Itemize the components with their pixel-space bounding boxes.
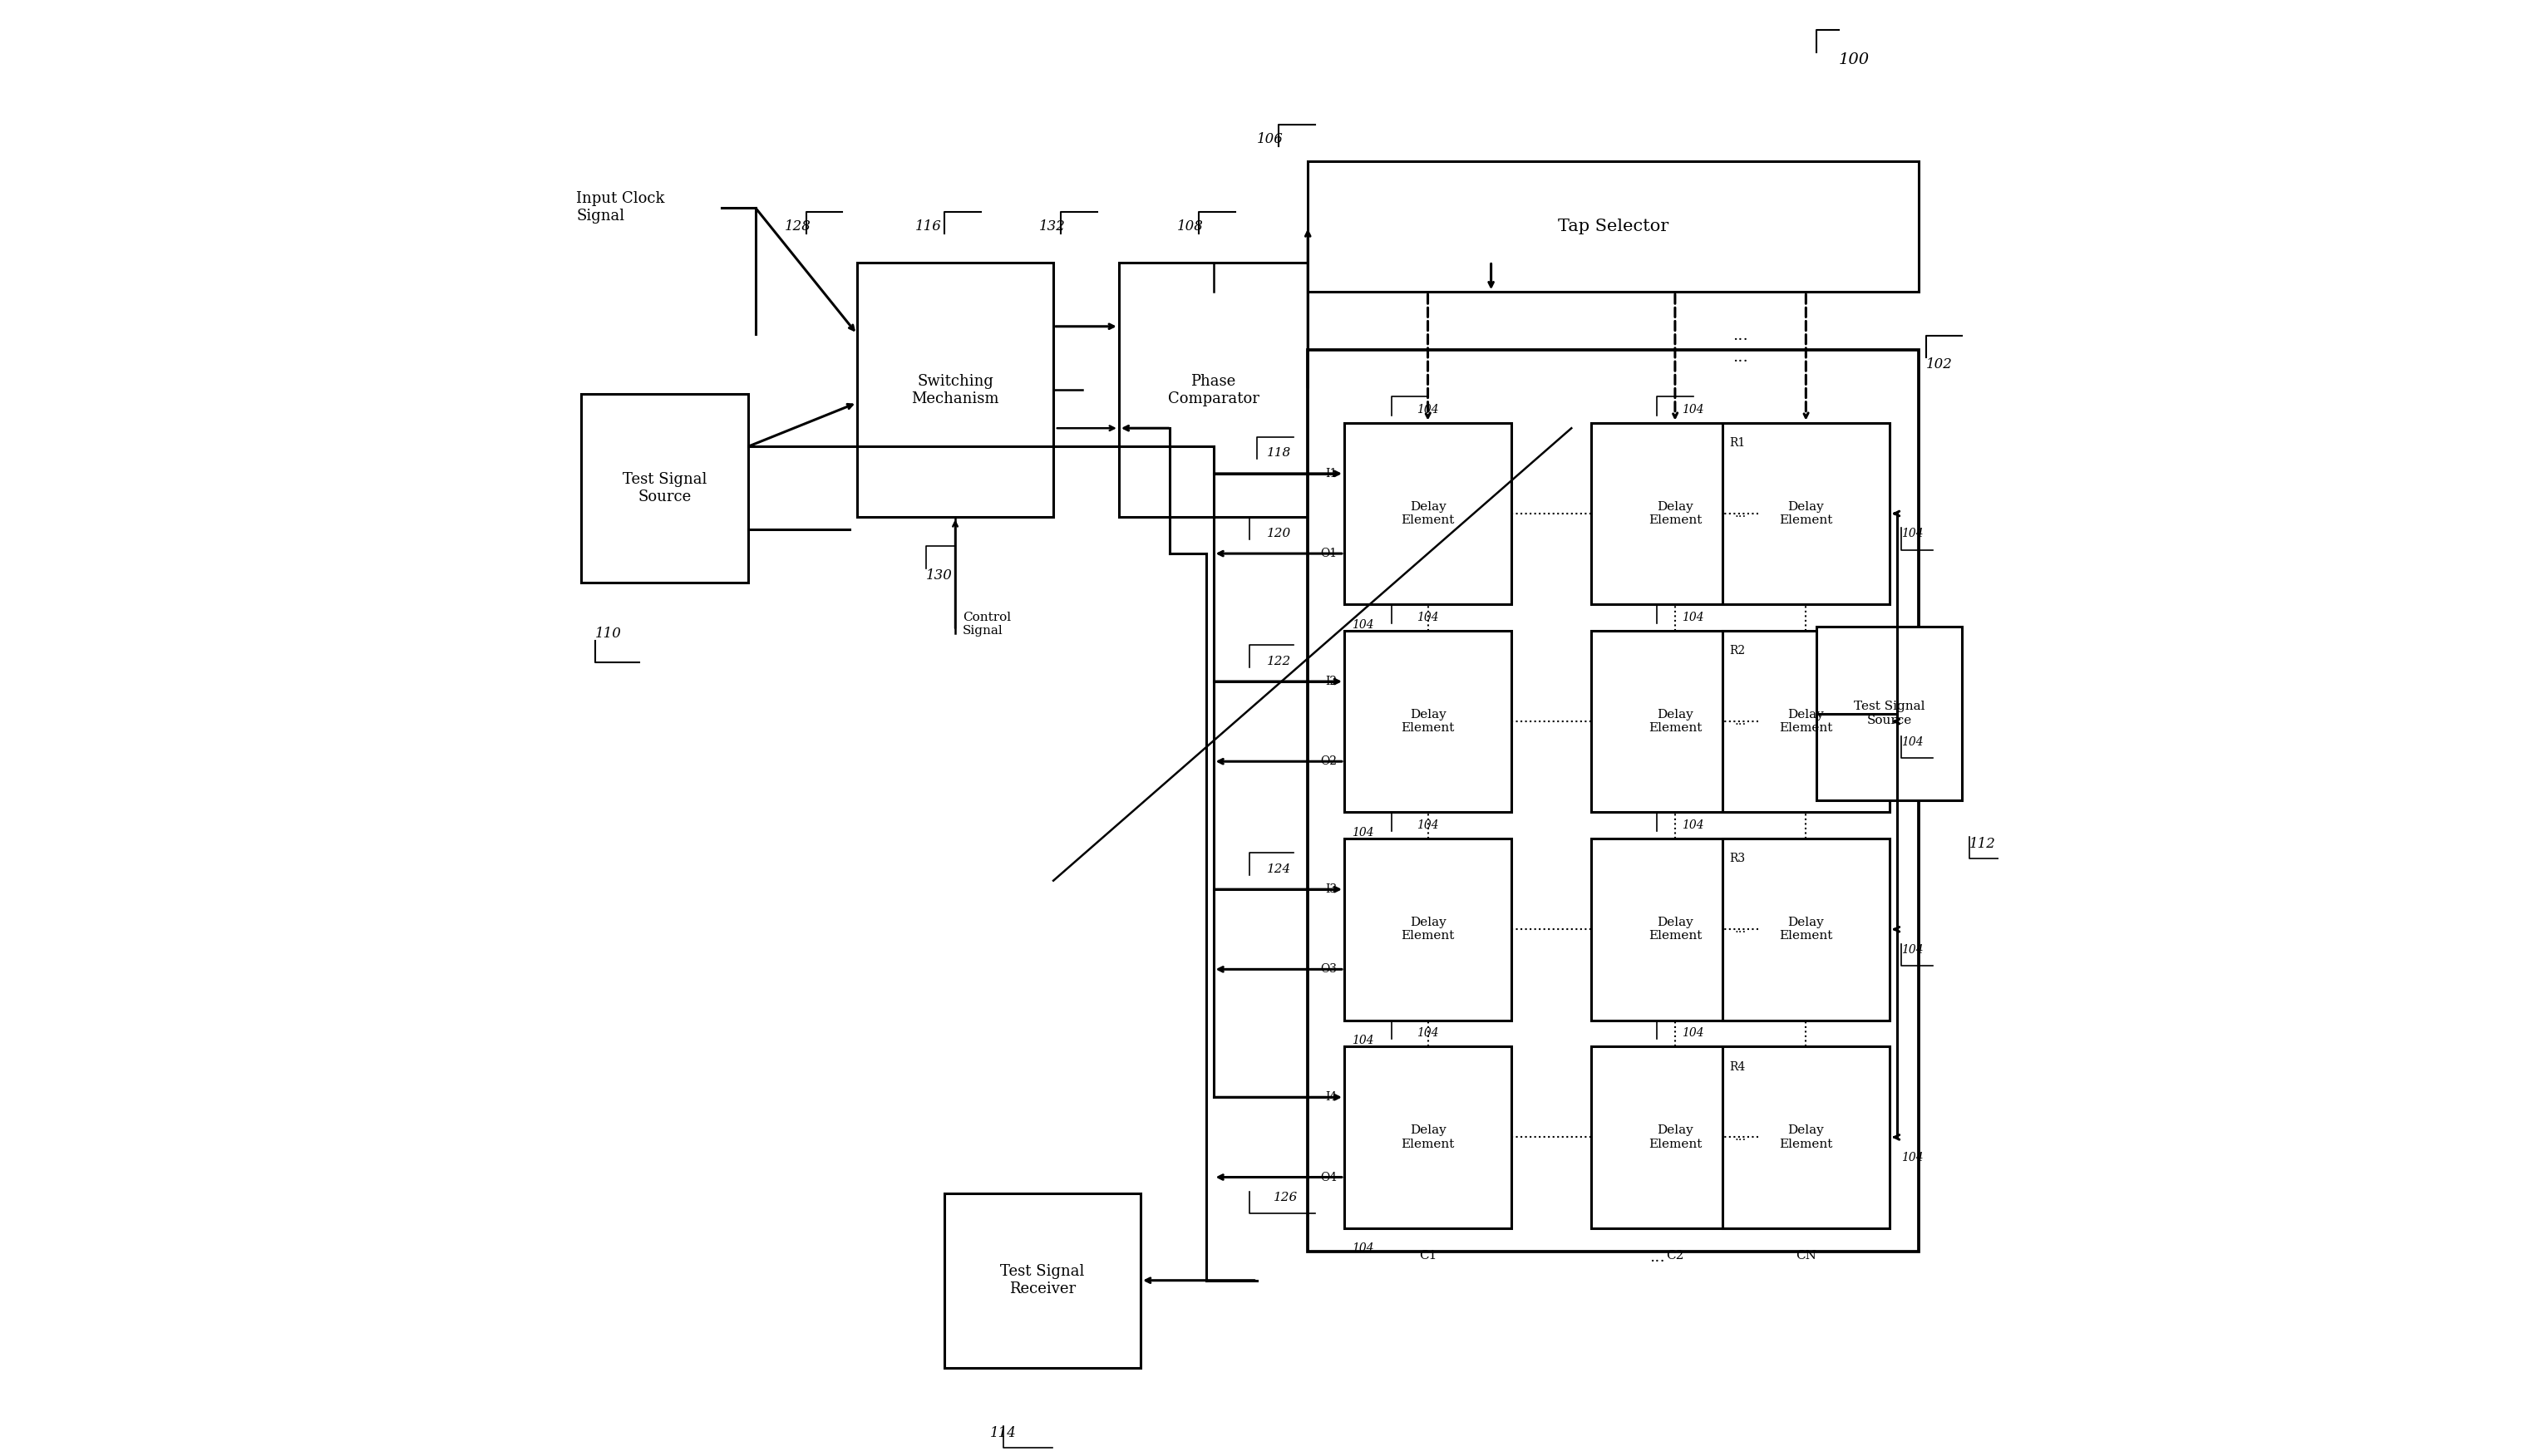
Text: 108: 108 xyxy=(1177,220,1203,234)
Text: 104: 104 xyxy=(1902,529,1923,540)
Text: 104: 104 xyxy=(1416,820,1439,831)
Text: ...: ... xyxy=(1734,1131,1747,1143)
FancyBboxPatch shape xyxy=(1722,839,1889,1021)
Text: 120: 120 xyxy=(1266,527,1292,539)
Text: Delay
Element: Delay Element xyxy=(1780,501,1834,526)
Text: Delay
Element: Delay Element xyxy=(1401,1124,1455,1150)
Text: I1: I1 xyxy=(1325,467,1338,479)
Text: ...: ... xyxy=(1734,923,1747,935)
Text: Phase
Comparator: Phase Comparator xyxy=(1167,374,1259,406)
Text: ...: ... xyxy=(1732,349,1747,365)
Text: Delay
Element: Delay Element xyxy=(1401,917,1455,942)
Text: 132: 132 xyxy=(1040,220,1066,234)
Text: 110: 110 xyxy=(595,626,623,641)
Text: Input Clock
Signal: Input Clock Signal xyxy=(577,191,664,224)
Text: Delay
Element: Delay Element xyxy=(1648,917,1701,942)
FancyBboxPatch shape xyxy=(857,264,1053,517)
Text: C1: C1 xyxy=(1419,1249,1437,1261)
Text: ...: ... xyxy=(1732,328,1747,344)
Text: 104: 104 xyxy=(1416,1028,1439,1040)
FancyBboxPatch shape xyxy=(1345,422,1511,604)
Text: 104: 104 xyxy=(1902,735,1923,747)
Text: 104: 104 xyxy=(1350,1242,1373,1254)
Text: 104: 104 xyxy=(1681,820,1704,831)
Text: Delay
Element: Delay Element xyxy=(1648,501,1701,526)
Text: Control
Signal: Control Signal xyxy=(961,612,1010,636)
Text: C2: C2 xyxy=(1666,1249,1683,1261)
FancyBboxPatch shape xyxy=(1307,162,1917,291)
FancyBboxPatch shape xyxy=(1345,1047,1511,1227)
Text: ...: ... xyxy=(1648,1249,1666,1265)
FancyBboxPatch shape xyxy=(943,1192,1142,1367)
Text: O3: O3 xyxy=(1320,964,1338,976)
Text: Delay
Element: Delay Element xyxy=(1401,709,1455,734)
Text: I2: I2 xyxy=(1325,676,1338,687)
Text: 104: 104 xyxy=(1350,1035,1373,1047)
FancyBboxPatch shape xyxy=(1345,630,1511,812)
Text: 122: 122 xyxy=(1266,655,1292,667)
Text: 104: 104 xyxy=(1350,827,1373,839)
Text: R3: R3 xyxy=(1729,853,1744,865)
Text: Delay
Element: Delay Element xyxy=(1780,917,1834,942)
Text: I3: I3 xyxy=(1325,884,1338,895)
Text: 104: 104 xyxy=(1902,1152,1923,1163)
Text: O2: O2 xyxy=(1320,756,1338,767)
Text: 126: 126 xyxy=(1274,1191,1297,1203)
Text: ...: ... xyxy=(1734,716,1747,728)
FancyBboxPatch shape xyxy=(1722,1047,1889,1227)
Text: 104: 104 xyxy=(1350,619,1373,630)
Text: Test Signal
Receiver: Test Signal Receiver xyxy=(999,1264,1086,1296)
FancyBboxPatch shape xyxy=(1119,264,1307,517)
Text: 104: 104 xyxy=(1681,612,1704,623)
Text: 104: 104 xyxy=(1681,1028,1704,1040)
FancyBboxPatch shape xyxy=(1722,422,1889,604)
Text: O1: O1 xyxy=(1320,547,1338,559)
Text: Switching
Mechanism: Switching Mechanism xyxy=(910,374,999,406)
FancyBboxPatch shape xyxy=(1345,839,1511,1021)
Text: R4: R4 xyxy=(1729,1061,1744,1073)
Text: 130: 130 xyxy=(926,568,951,582)
Text: 100: 100 xyxy=(1839,52,1869,67)
FancyBboxPatch shape xyxy=(1816,626,1963,801)
Text: Tap Selector: Tap Selector xyxy=(1559,218,1668,234)
Text: Delay
Element: Delay Element xyxy=(1401,501,1455,526)
Text: O4: O4 xyxy=(1320,1172,1338,1184)
Text: Test Signal
Source: Test Signal Source xyxy=(623,472,707,504)
Text: 104: 104 xyxy=(1416,403,1439,415)
FancyBboxPatch shape xyxy=(580,393,748,582)
Text: Test Signal
Source: Test Signal Source xyxy=(1854,700,1925,727)
Text: 112: 112 xyxy=(1968,837,1996,852)
FancyBboxPatch shape xyxy=(1592,839,1760,1021)
Text: 114: 114 xyxy=(989,1425,1017,1440)
Text: Delay
Element: Delay Element xyxy=(1780,709,1834,734)
Text: 118: 118 xyxy=(1266,447,1292,459)
FancyBboxPatch shape xyxy=(1722,630,1889,812)
FancyBboxPatch shape xyxy=(1592,1047,1760,1227)
Text: 116: 116 xyxy=(915,220,941,234)
Text: Delay
Element: Delay Element xyxy=(1648,1124,1701,1150)
FancyBboxPatch shape xyxy=(1592,422,1760,604)
FancyBboxPatch shape xyxy=(1307,349,1917,1251)
Text: 104: 104 xyxy=(1681,403,1704,415)
Text: 104: 104 xyxy=(1416,612,1439,623)
Text: ...: ... xyxy=(1734,508,1747,520)
Text: R2: R2 xyxy=(1729,645,1744,657)
FancyBboxPatch shape xyxy=(1592,630,1760,812)
Text: 106: 106 xyxy=(1256,132,1284,147)
Text: 128: 128 xyxy=(783,220,811,234)
Text: 104: 104 xyxy=(1902,943,1923,955)
Text: 102: 102 xyxy=(1925,357,1953,371)
Text: Delay
Element: Delay Element xyxy=(1780,1124,1834,1150)
Text: 124: 124 xyxy=(1266,863,1292,875)
Text: Delay
Element: Delay Element xyxy=(1648,709,1701,734)
Text: I4: I4 xyxy=(1325,1092,1338,1104)
Text: CN: CN xyxy=(1795,1249,1816,1261)
Text: R1: R1 xyxy=(1729,437,1744,448)
